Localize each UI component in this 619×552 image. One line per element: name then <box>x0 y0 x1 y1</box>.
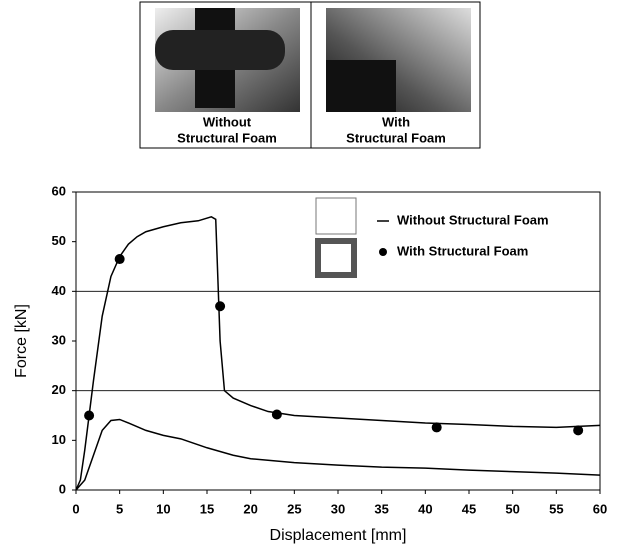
data-point <box>115 254 125 264</box>
legend-box <box>316 198 356 234</box>
data-point <box>432 422 442 432</box>
x-tick-label: 20 <box>243 501 257 516</box>
x-tick-label: 15 <box>200 501 214 516</box>
legend-label: Without Structural Foam <box>397 212 549 227</box>
photo-caption: With <box>382 114 410 129</box>
photo-caption: Structural Foam <box>346 130 446 145</box>
y-tick-label: 40 <box>52 283 66 298</box>
data-point <box>573 425 583 435</box>
x-tick-label: 25 <box>287 501 301 516</box>
y-tick-label: 30 <box>52 332 66 347</box>
y-tick-label: 50 <box>52 233 66 248</box>
y-tick-label: 10 <box>52 432 66 447</box>
data-line <box>76 419 600 490</box>
figure: Without Structural Foam With Structural … <box>0 0 619 552</box>
legend-label: With Structural Foam <box>397 243 528 258</box>
photo-caption: Without <box>203 114 252 129</box>
data-point <box>215 301 225 311</box>
legend-box <box>318 241 354 275</box>
plot-frame <box>76 192 600 490</box>
x-tick-label: 5 <box>116 501 123 516</box>
y-axis-label: Force [kN] <box>13 304 30 378</box>
x-tick-label: 30 <box>331 501 345 516</box>
photo-caption: Structural Foam <box>177 130 277 145</box>
data-point <box>272 410 282 420</box>
x-tick-label: 60 <box>593 501 607 516</box>
legend-marker <box>379 248 387 256</box>
x-tick-label: 55 <box>549 501 563 516</box>
data-point <box>84 411 94 421</box>
photo-shape <box>155 30 285 70</box>
x-tick-label: 10 <box>156 501 170 516</box>
x-tick-label: 35 <box>374 501 388 516</box>
x-tick-label: 40 <box>418 501 432 516</box>
y-tick-label: 60 <box>52 183 66 198</box>
x-axis-label: Displacement [mm] <box>270 527 407 544</box>
x-tick-label: 0 <box>72 501 79 516</box>
y-tick-label: 0 <box>59 481 66 496</box>
x-tick-label: 50 <box>505 501 519 516</box>
y-tick-label: 20 <box>52 382 66 397</box>
page: {"photos": {"left_caption": ["Without", … <box>0 0 619 552</box>
x-tick-label: 45 <box>462 501 476 516</box>
photo-shape <box>326 60 396 112</box>
